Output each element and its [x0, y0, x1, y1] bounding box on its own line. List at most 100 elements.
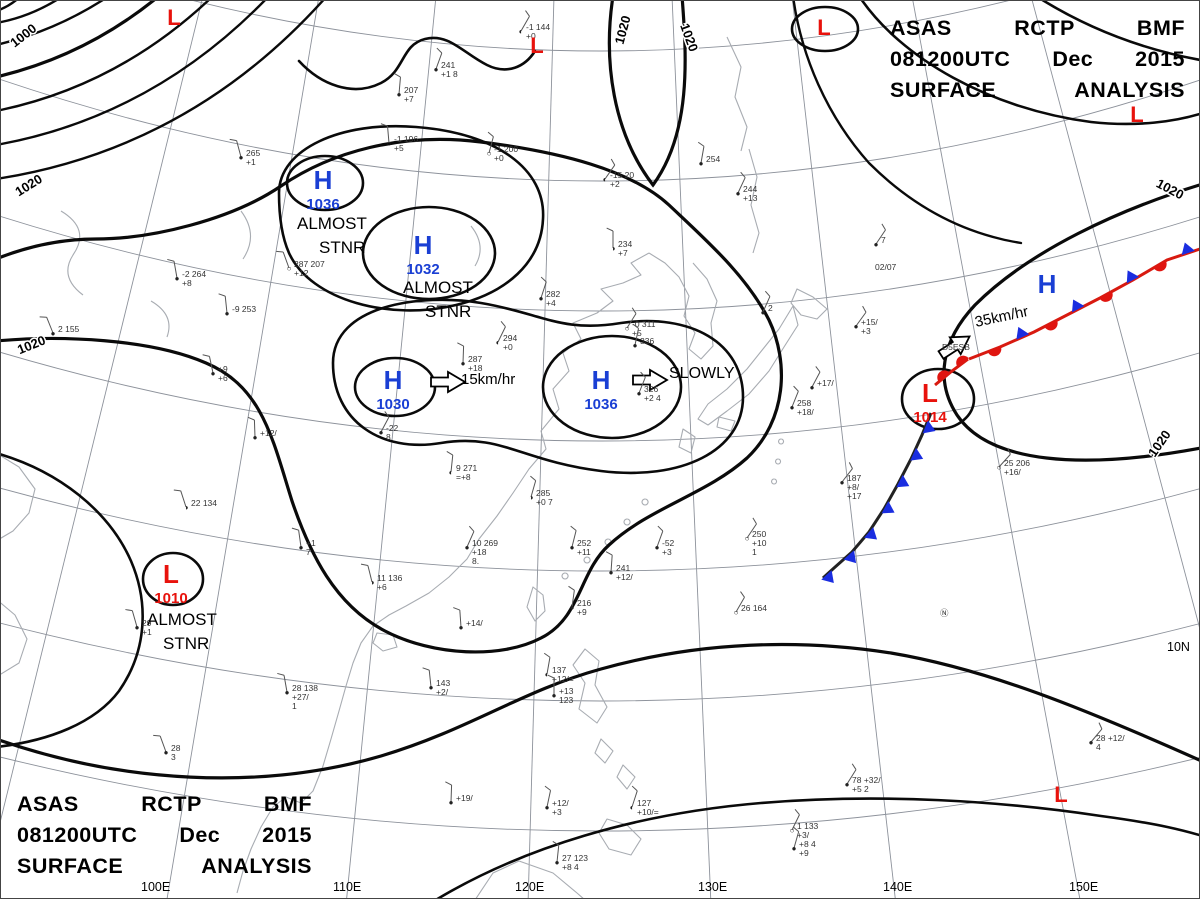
station-value: +19/ — [456, 793, 473, 803]
warm-front-semicircle — [937, 370, 950, 382]
low-mark: L — [530, 33, 543, 58]
station-symbol-icon: ◐ — [519, 27, 524, 36]
station-symbol-icon: ● — [225, 309, 230, 318]
title-line-1: ASAS RCTP BMF — [890, 16, 1185, 40]
station-plot: ● 207+7 — [394, 73, 418, 104]
wind-barb-icon — [159, 735, 167, 753]
station-value: +0 — [526, 31, 536, 41]
isobar — [860, 1, 1199, 126]
isobar — [1, 1, 210, 112]
coastline — [60, 210, 84, 296]
wind-barb-icon — [791, 391, 799, 408]
station-value: +12/ — [552, 798, 569, 808]
wind-barb-tick-icon — [793, 385, 799, 392]
annotation-almost-stnr-2: ALMOST STNR — [403, 278, 473, 321]
station-symbol-icon: ● — [51, 329, 56, 338]
station-symbol-icon: ◐ — [630, 803, 635, 812]
station-value: 8. — [472, 556, 479, 566]
station-symbol-icon: ● — [736, 189, 741, 198]
station-plot: ◑ 285+0 7 — [529, 475, 553, 507]
wind-barb-icon — [875, 229, 886, 245]
isobar — [1, 1, 266, 146]
station-plot: ● 27 123+8 4 — [552, 841, 588, 872]
station-value: 241 — [441, 60, 455, 70]
station-value: -15 20 — [610, 170, 634, 180]
station-plot: D5ESB — [942, 342, 970, 352]
wind-barb-icon — [380, 416, 390, 433]
annotation-slowly: SLOWLY — [669, 365, 735, 382]
station-value: 187 — [847, 473, 861, 483]
coastline — [697, 305, 799, 426]
wind-barb-icon — [208, 356, 214, 374]
isobar — [1, 1, 58, 24]
pressure-center-letter: H — [592, 365, 611, 395]
station-value: +9 — [799, 848, 809, 858]
wind-barb-tick-icon — [360, 563, 368, 566]
wind-barb-icon — [841, 468, 853, 483]
station-value: 4 — [1096, 742, 1101, 752]
pressure-center-letter: H — [1038, 269, 1057, 299]
pressure-center-value: 1032 — [406, 261, 439, 278]
wind-barb-tick-icon — [468, 525, 475, 532]
coastline — [726, 36, 748, 152]
station-plot: ● 241+1 8 — [434, 47, 458, 79]
isobar — [331, 298, 745, 475]
wind-barb-tick-icon — [202, 354, 210, 357]
annotation-text: 15km/hr — [461, 371, 515, 388]
isobar-label: 1020 — [15, 332, 47, 357]
wind-barb-icon — [497, 326, 506, 343]
wind-barb-icon — [540, 281, 547, 299]
wind-barb-icon — [656, 530, 664, 548]
chart-title-top: ASAS RCTP BMF 081200UTC Dec 2015 SURFACE… — [890, 13, 1185, 106]
station-value: +8 4 — [562, 862, 579, 872]
wind-barb-icon — [746, 523, 757, 539]
isobar — [541, 334, 683, 440]
station-plot: ● 258+18/ — [790, 385, 814, 417]
wind-barb-icon — [131, 610, 138, 628]
wind-barb-tick-icon — [632, 323, 639, 329]
station-plot: ● 143+2/ — [422, 667, 450, 697]
wind-barb-icon — [700, 146, 705, 164]
station-plot: ○ 250+101 — [745, 517, 767, 557]
coastline — [572, 648, 608, 724]
wind-barb-icon — [634, 328, 640, 346]
wind-barb-tick-icon — [697, 141, 705, 147]
cold-front-triangle — [896, 474, 910, 488]
edge-label: 120E — [515, 880, 544, 894]
cold-front-triangle — [821, 570, 834, 584]
wind-barb-tick-icon — [422, 667, 430, 671]
station-value: +3 — [662, 547, 672, 557]
coastline — [648, 252, 718, 360]
wind-barb-tick-icon — [1098, 722, 1103, 730]
station-value: +10/= — [637, 807, 659, 817]
wind-barb-icon — [253, 419, 256, 438]
pressure-center-letter: H — [384, 365, 403, 395]
station-plot: ● +8 4+9 — [792, 826, 816, 858]
cold-front-triangle — [922, 420, 936, 434]
station-value: +3/ — [797, 830, 810, 840]
station-value: +2/ — [436, 687, 449, 697]
station-symbol-icon: ● — [840, 478, 845, 487]
wind-barb-tick-icon — [568, 585, 575, 591]
station-value: 2 — [768, 303, 773, 313]
cold-front-triangle — [1016, 326, 1030, 340]
edge-label: 110E — [333, 880, 361, 894]
station-symbol-icon: ● — [164, 748, 169, 757]
wind-barb-tick-icon — [543, 652, 551, 658]
coastline — [561, 498, 649, 580]
wind-barb-tick-icon — [277, 672, 285, 676]
station-plot: ◑ 22 134 — [173, 489, 217, 512]
cold-front-triangle — [843, 550, 857, 564]
wind-barb-icon — [604, 164, 616, 180]
wind-barb-icon — [855, 311, 867, 327]
pressure-center-letter: L — [163, 559, 179, 589]
isobar — [900, 367, 976, 431]
station-plot: ◐ 137+12/= — [543, 652, 574, 684]
isobar — [297, 36, 537, 91]
cold-front-triangle — [864, 527, 878, 540]
wind-barb-tick-icon — [631, 307, 637, 314]
station-plot: ● 28 +12/4 — [1089, 722, 1125, 752]
